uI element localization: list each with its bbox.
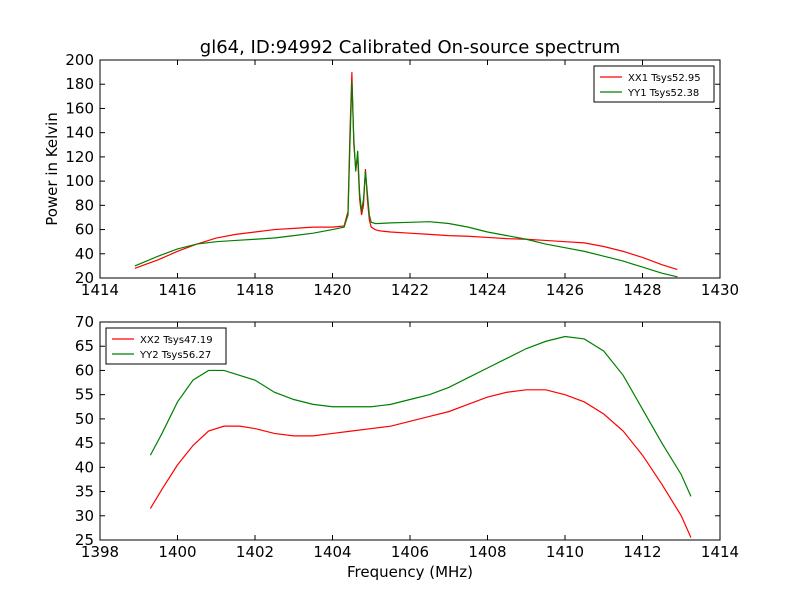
x-tick-label: 1412 [623,543,661,561]
x-tick-label: 1404 [313,543,351,561]
legend-1: XX1 Tsys52.95 YY1 Tsys52.38 [593,65,715,103]
figure-title: gl64, ID:94992 Calibrated On-source spec… [200,37,620,58]
legend-label: XX2 Tsys47.19 [140,335,213,346]
x-tick-label: 1416 [158,281,196,299]
y-tick-label: 60 [75,221,94,239]
y-tick-label: 70 [75,313,94,331]
chart-panels: 1414 1416 1418 1420 1422 1424 1426 1428 1430 20 40… [65,51,739,561]
x-tick-label: 1410 [546,543,584,561]
y-tick-label: 80 [75,196,94,214]
series-line-2-2 [149,335,692,497]
x-tick-label: 1408 [468,543,506,561]
y-tick-label: 140 [65,124,94,142]
y-tick-label: 160 [65,99,94,117]
y-tick-label: 180 [65,75,94,93]
y-tick-label: 45 [75,434,94,452]
x-tick-label: 1414 [81,281,119,299]
x-tick-label: 1414 [701,543,739,561]
y-tick-label: 40 [75,245,94,263]
panel-1: 1414 1416 1418 1420 1422 1424 1426 1428 1430 20 40… [65,51,739,299]
x-tick-label: 1428 [623,281,661,299]
legend-box [593,65,715,103]
x-tick-label: 1420 [313,281,351,299]
x-tick-label: 1400 [158,543,196,561]
y-tick-label: 200 [65,51,94,69]
x-axis-label: Frequency (MHz) [347,563,473,581]
y-tick-label: 100 [65,172,94,190]
y-tick-label: 120 [65,148,94,166]
x-tick-label: 1426 [546,281,584,299]
y-tick-label: 55 [75,386,94,404]
legend-box [105,327,227,365]
x-tick-label: 1406 [391,543,429,561]
y-tick-label: 20 [75,269,94,287]
y-tick-label: 25 [75,531,94,549]
legend-label: XX1 Tsys52.95 [628,73,701,84]
y-tick-label: 65 [75,337,94,355]
series-line-1-2 [134,81,678,278]
series-line-1-1 [134,72,678,271]
legend-label: YY2 Tsys56.27 [139,350,211,361]
y-tick-label: 35 [75,483,94,501]
y-tick-label: 50 [75,410,94,428]
legend-label: YY1 Tsys52.38 [627,88,699,99]
x-tick-label: 1402 [236,543,274,561]
x-tick-label: 1424 [468,281,506,299]
y-tick-label: 30 [75,507,94,525]
y-axis-label: Power in Kelvin [43,112,61,226]
panel-2: 1398 1400 1402 1404 1406 1408 1410 1412 1414 25 30… [75,313,739,561]
y-tick-label: 60 [75,361,94,379]
x-tick-label: 1418 [236,281,274,299]
x-tick-label: 1422 [391,281,429,299]
x-tick-label: 1398 [81,543,119,561]
y-tick-label: 40 [75,458,94,476]
x-tick-label: 1430 [701,281,739,299]
series-line-2-1 [149,389,692,538]
legend-2: XX2 Tsys47.19 YY2 Tsys56.27 [105,327,227,365]
